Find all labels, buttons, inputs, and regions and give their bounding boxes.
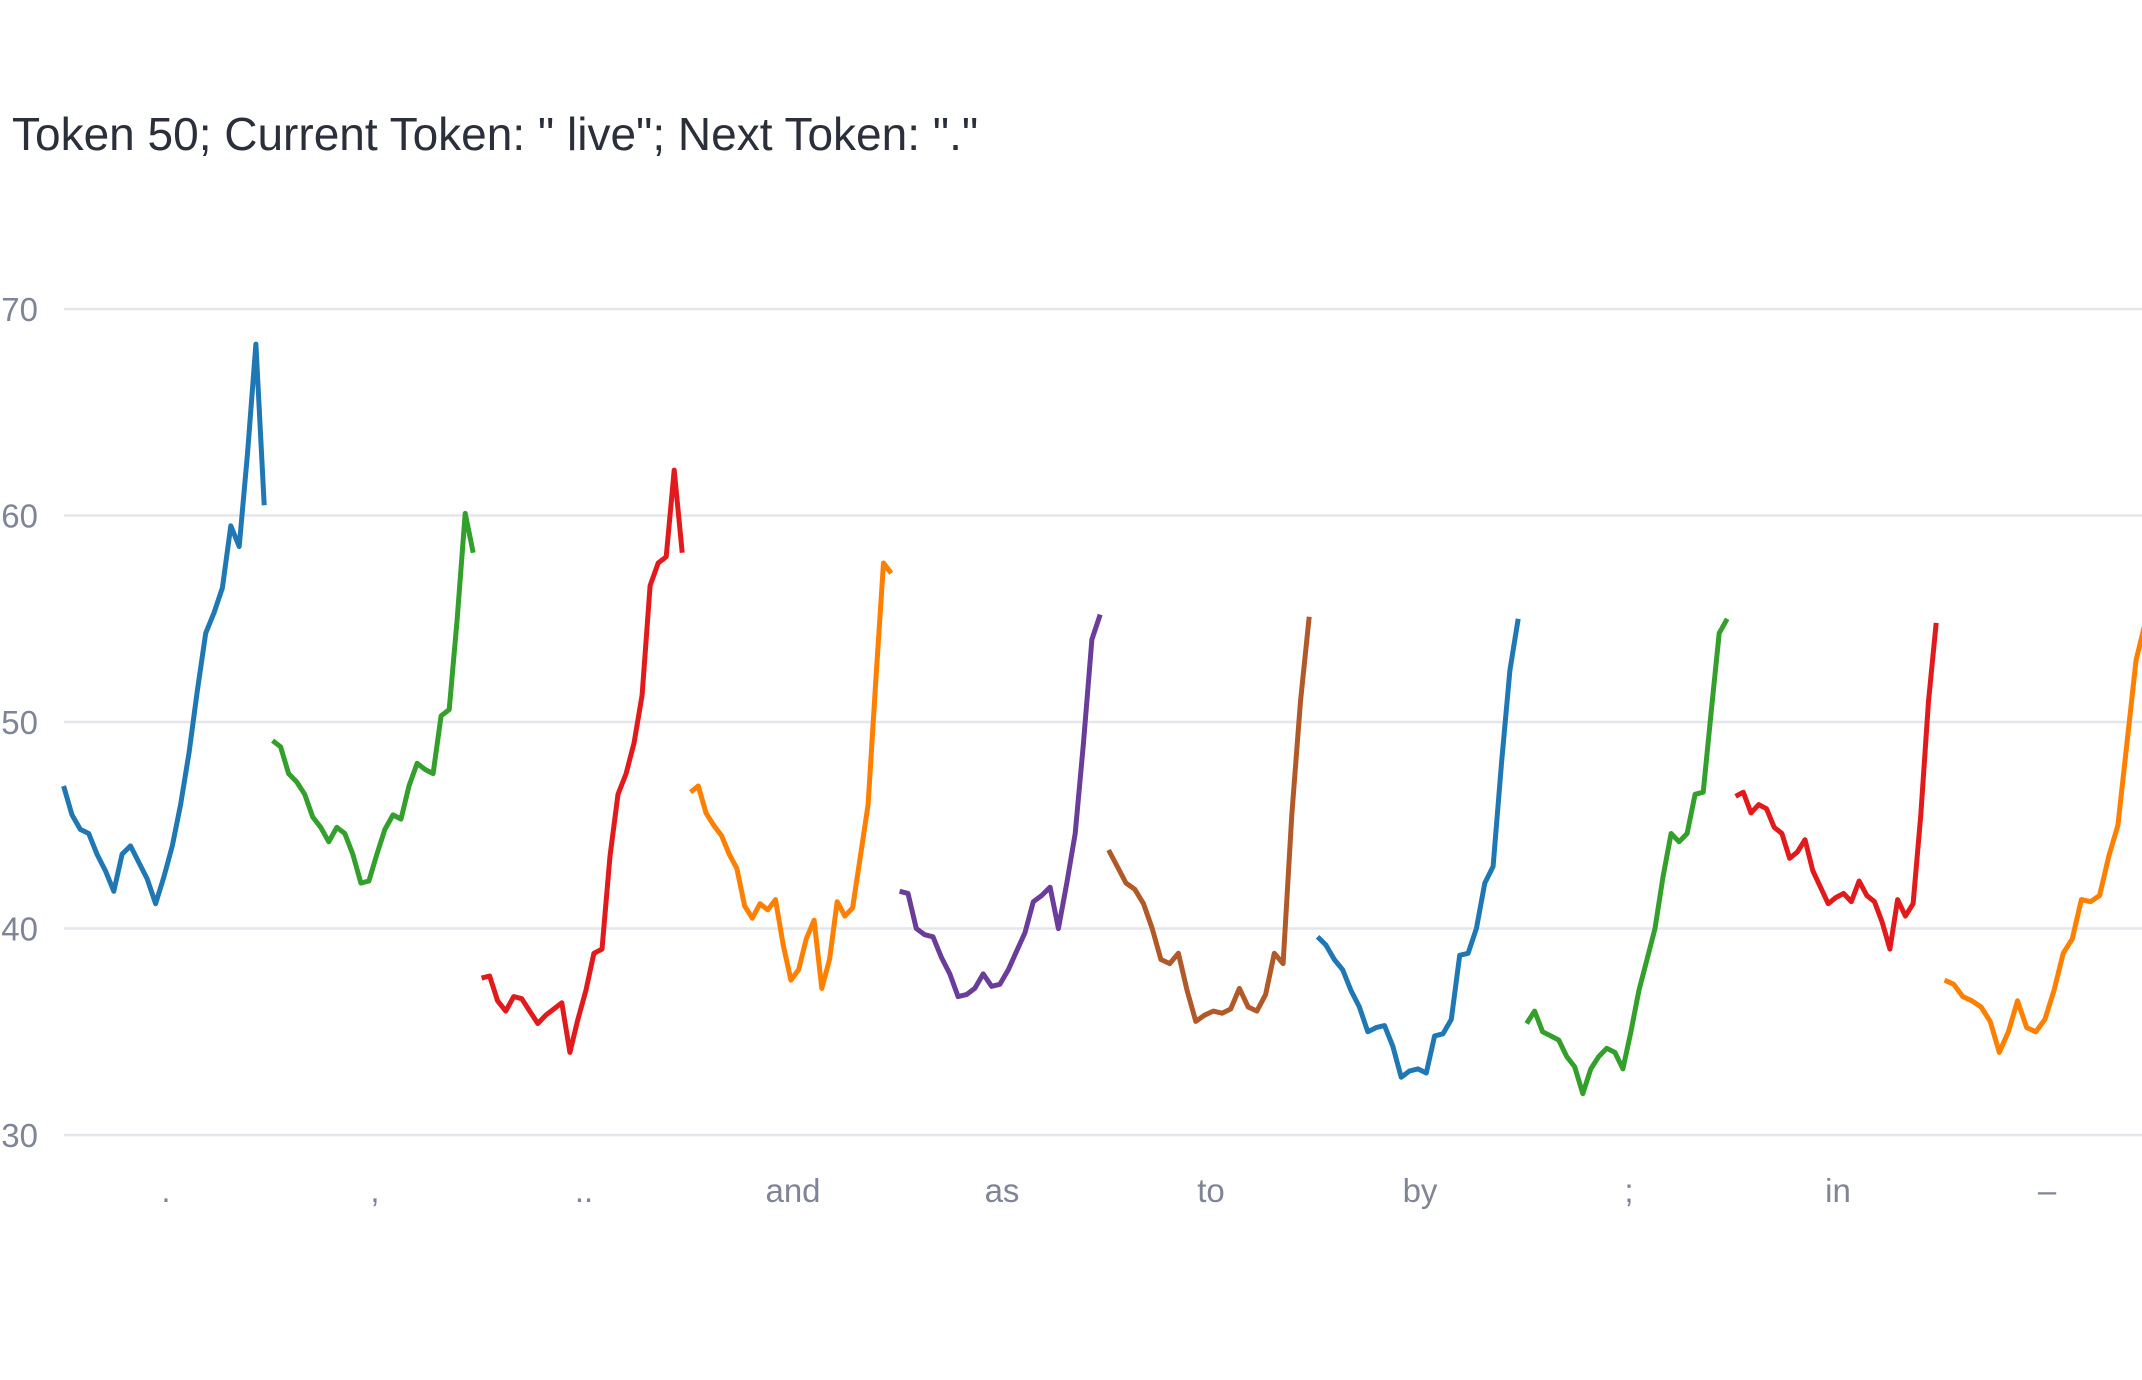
series-line	[689, 560, 894, 991]
x-tick-label: .	[161, 1172, 170, 1209]
series-line	[480, 467, 685, 1055]
x-tick-label: and	[765, 1172, 820, 1209]
series-line	[61, 341, 267, 907]
x-tick-label: as	[985, 1172, 1020, 1209]
x-tick-label: ;	[1624, 1172, 1633, 1209]
x-tick-label: in	[1825, 1172, 1851, 1209]
y-tick-label: 30	[1, 1117, 38, 1154]
series-line	[1106, 616, 1312, 1024]
x-tick-label: by	[1403, 1172, 1438, 1209]
y-tick-label: 40	[1, 911, 38, 948]
series-line	[898, 613, 1103, 1000]
series-line	[1524, 617, 1730, 1097]
series-line	[1315, 618, 1521, 1080]
y-tick-label: 70	[1, 291, 38, 328]
x-tick-label: ..	[575, 1172, 593, 1209]
series-line	[1734, 622, 1939, 952]
x-tick-label: ,	[370, 1172, 379, 1209]
chart-title: Token 50; Current Token: " live"; Next T…	[12, 108, 978, 160]
series-line	[1943, 625, 2142, 1055]
y-tick-label: 50	[1, 704, 38, 741]
x-tick-label: –	[2038, 1172, 2057, 1209]
series-line	[271, 510, 476, 886]
x-tick-label: to	[1197, 1172, 1225, 1209]
y-tick-label: 60	[1, 498, 38, 535]
